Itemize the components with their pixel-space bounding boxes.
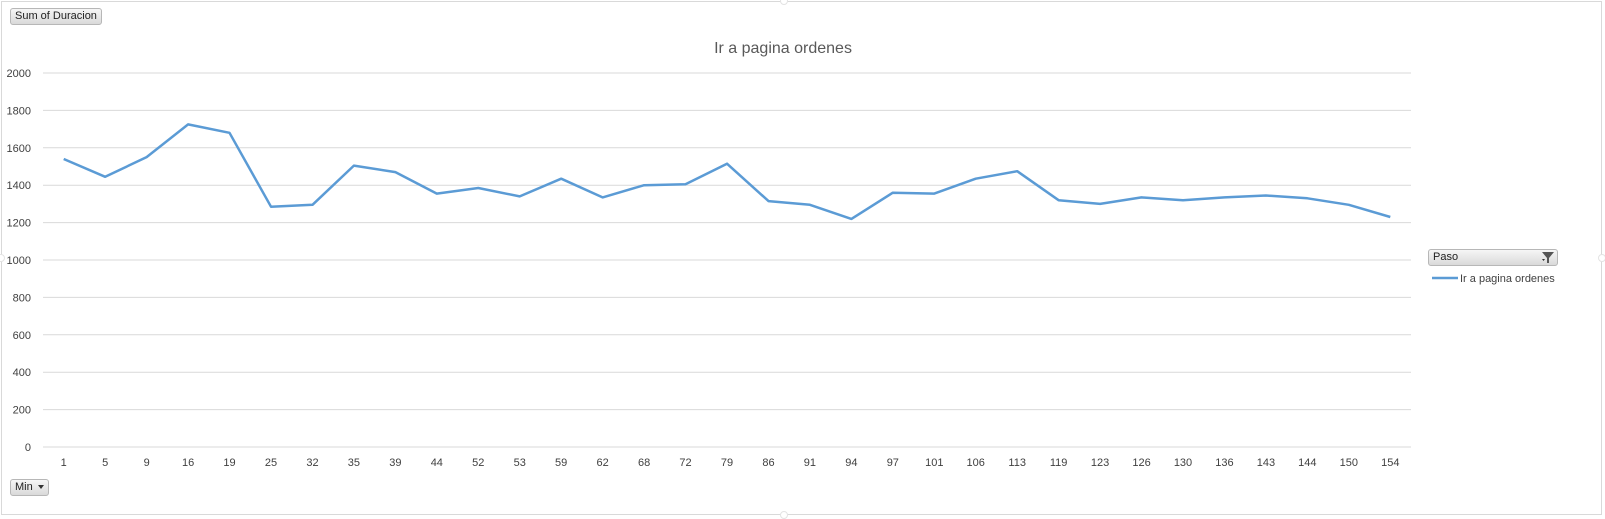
y-tick-label: 1400 — [7, 180, 31, 192]
axis-field-label: Min — [15, 481, 33, 493]
x-tick-label: 68 — [638, 457, 650, 469]
value-field-button[interactable]: Sum of Duracion — [10, 8, 102, 25]
x-tick-label: 91 — [804, 457, 816, 469]
legend: Ir a pagina ordenes — [1432, 273, 1555, 285]
y-tick-label: 600 — [13, 330, 31, 342]
x-tick-label: 16 — [182, 457, 194, 469]
x-tick-label: 79 — [721, 457, 733, 469]
y-tick-label: 400 — [13, 367, 31, 379]
y-tick-label: 1000 — [7, 255, 31, 267]
x-tick-label: 32 — [306, 457, 318, 469]
x-tick-label: 144 — [1298, 457, 1316, 469]
x-tick-label: 62 — [597, 457, 609, 469]
x-tick-label: 86 — [762, 457, 774, 469]
y-tick-label: 1600 — [7, 143, 31, 155]
y-tick-label: 1200 — [7, 218, 31, 230]
resize-handle-left[interactable] — [0, 254, 5, 262]
resize-handle-right[interactable] — [1598, 254, 1605, 262]
legend-entry-label: Ir a pagina ordenes — [1460, 273, 1555, 285]
series-line[interactable] — [63, 123, 1391, 221]
y-tick-label: 2000 — [7, 68, 31, 80]
x-tick-label: 35 — [348, 457, 360, 469]
series-group — [63, 123, 1391, 221]
x-tick-label: 126 — [1132, 457, 1150, 469]
x-tick-label: 150 — [1340, 457, 1358, 469]
x-tick-label: 52 — [472, 457, 484, 469]
resize-handle-top[interactable] — [780, 0, 788, 5]
x-tick-label: 9 — [144, 457, 150, 469]
x-tick-label: 25 — [265, 457, 277, 469]
x-tick-label: 19 — [223, 457, 235, 469]
y-axis-tick-labels: 0 200 400 600 800 1000 1200 1400 1600 1800 2000 — [7, 68, 31, 454]
x-tick-label: 1 — [61, 457, 67, 469]
x-tick-label: 143 — [1257, 457, 1275, 469]
x-tick-label: 123 — [1091, 457, 1109, 469]
axis-field-button[interactable]: Min — [10, 479, 49, 496]
x-tick-label: 44 — [431, 457, 443, 469]
chevron-down-icon — [37, 485, 44, 490]
x-tick-label: 113 — [1008, 457, 1026, 469]
x-axis-tick-labels: 1 5 9 16 19 25 32 35 39 44 52 53 59 62 68 72 79 86 91 94 97 1… — [61, 457, 1400, 469]
filter-icon[interactable] — [1540, 250, 1556, 265]
x-tick-label: 136 — [1215, 457, 1233, 469]
x-tick-label: 39 — [389, 457, 401, 469]
y-tick-label: 0 — [25, 442, 31, 454]
x-tick-label: 59 — [555, 457, 567, 469]
x-tick-label: 94 — [845, 457, 857, 469]
x-tick-label: 5 — [102, 457, 108, 469]
y-tick-label: 200 — [13, 405, 31, 417]
y-tick-label: 800 — [13, 292, 31, 304]
x-tick-label: 101 — [925, 457, 943, 469]
legend-field-button[interactable]: Paso — [1428, 249, 1558, 266]
y-tick-label: 1800 — [7, 105, 31, 117]
gridlines — [43, 72, 1411, 448]
x-tick-label: 106 — [967, 457, 985, 469]
chart-title: Ir a pagina ordenes — [714, 40, 852, 57]
x-tick-label: 130 — [1174, 457, 1192, 469]
x-tick-label: 72 — [679, 457, 691, 469]
x-tick-label: 119 — [1050, 457, 1068, 469]
x-tick-label: 97 — [887, 457, 899, 469]
x-tick-label: 154 — [1381, 457, 1399, 469]
legend-field-label: Paso — [1433, 251, 1459, 263]
value-field-label: Sum of Duracion — [15, 10, 97, 22]
x-tick-label: 53 — [514, 457, 526, 469]
